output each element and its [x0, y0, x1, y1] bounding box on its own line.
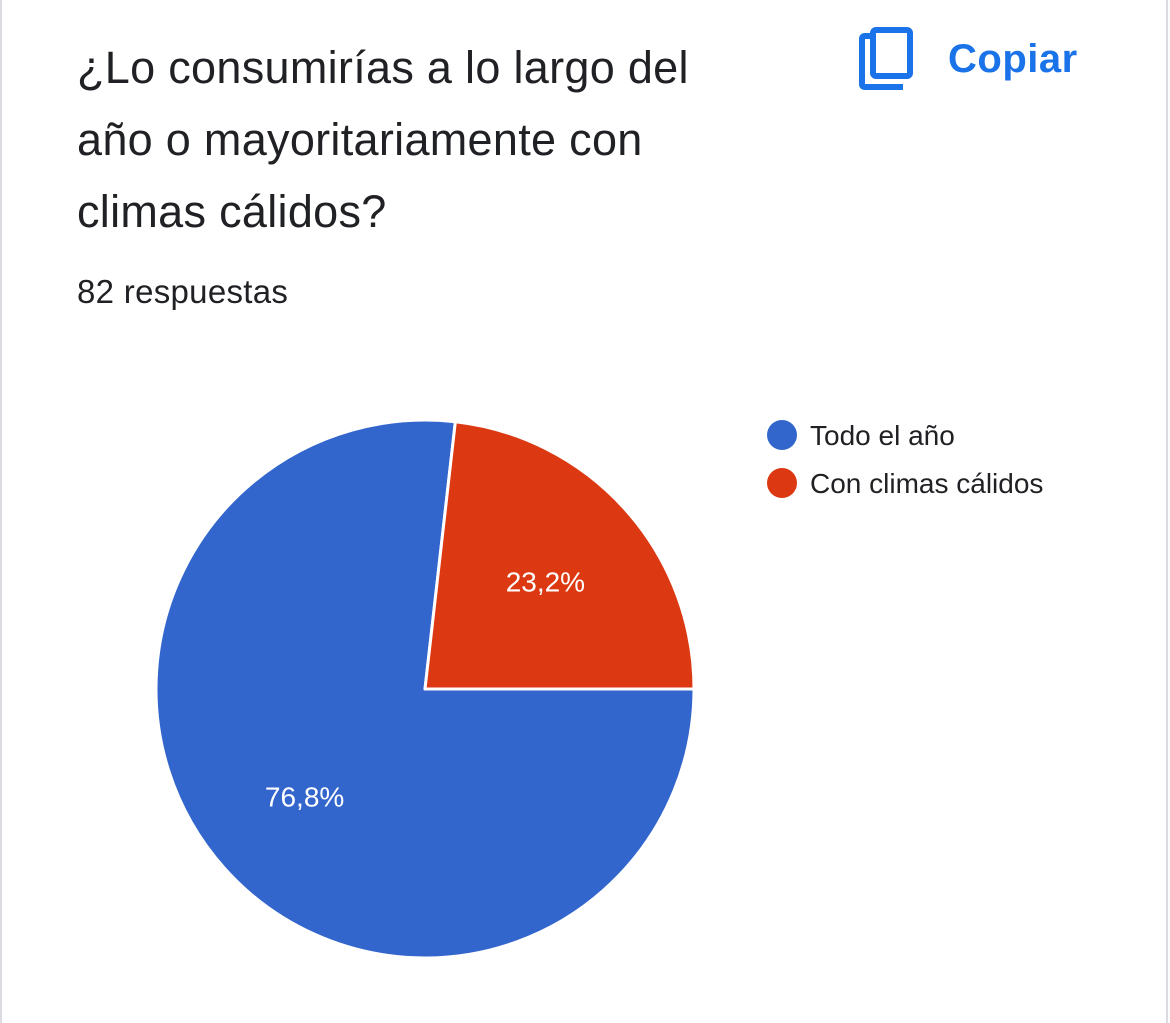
copy-button[interactable]: Copiar: [858, 26, 1078, 92]
pie-slices: [154, 418, 696, 960]
chart-legend: Todo el año Con climas cálidos: [767, 420, 1043, 499]
legend-label-1: Todo el año: [810, 420, 955, 451]
question-title: ¿Lo consumirías a lo largo del año o may…: [77, 42, 689, 237]
copy-button-label: Copiar: [948, 36, 1078, 81]
pie-slice-2[interactable]: [423, 420, 696, 691]
pie-labels: 76,8% 23,2%: [265, 567, 585, 813]
legend-label-2: Con climas cálidos: [810, 468, 1043, 499]
pie-slice-label-2: 23,2%: [506, 567, 585, 598]
response-count: 82 respuestas: [77, 273, 289, 310]
pie-slice-label-1: 76,8%: [265, 781, 344, 812]
legend-marker-1: [767, 420, 797, 450]
legend-marker-2: [767, 468, 797, 498]
copy-icon: [859, 27, 913, 90]
